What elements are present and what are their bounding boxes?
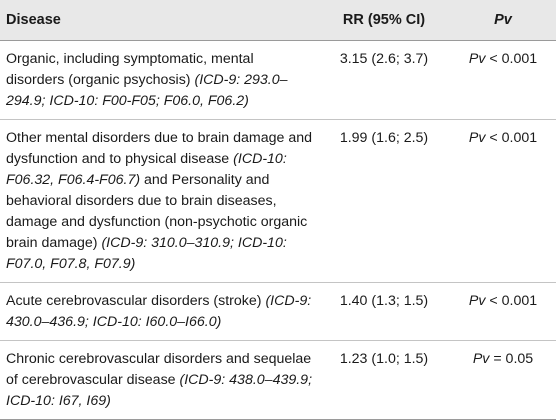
disease-cell: Other mental disorders due to brain dama… (0, 119, 318, 283)
icd-codes: (ICD-9: 430.0–436.9; ICD-10: I60.0–I66.0… (6, 293, 312, 330)
pv-value: < 0.001 (489, 51, 538, 67)
disease-name: Chronic cerebrovascular disorders and se… (6, 351, 312, 388)
table-row: Other mental disorders due to brain dama… (0, 119, 556, 283)
disease-cell: Organic, including symptomatic, mental d… (0, 40, 318, 120)
pv-label: Pv (468, 130, 486, 146)
rr-cell: 1.23 (1.0; 1.5) (318, 340, 450, 420)
table-row: Chronic cerebrovascular disorders and se… (0, 340, 556, 420)
rr-cell: 1.40 (1.3; 1.5) (318, 282, 450, 341)
header-disease: Disease (0, 0, 318, 41)
pv-label: Pv (472, 351, 490, 367)
rr-cell: 3.15 (2.6; 3.7) (318, 40, 450, 120)
pv-label: Pv (468, 293, 486, 309)
icd-codes-continued: (ICD-9: 310.0–310.9; ICD-10: F07.0, F07.… (6, 235, 287, 272)
disease-cell: Chronic cerebrovascular disorders and se… (0, 340, 318, 420)
header-rr: RR (95% CI) (318, 0, 450, 41)
disease-cell: Acute cerebrovascular disorders (stroke)… (0, 282, 318, 341)
icd-codes: (ICD-9: 293.0–294.9; ICD-10: F00-F05; F0… (6, 72, 288, 109)
disease-name: Other mental disorders due to brain dama… (6, 130, 313, 167)
pv-label: Pv (468, 51, 486, 67)
pv-value: < 0.001 (489, 130, 538, 146)
pv-value: = 0.05 (493, 351, 534, 367)
table-header-row: Disease RR (95% CI) Pv (0, 0, 556, 41)
pv-cell: Pv < 0.001 (450, 40, 556, 120)
disease-name: Acute cerebrovascular disorders (stroke) (6, 293, 262, 309)
rr-cell: 1.99 (1.6; 2.5) (318, 119, 450, 283)
table-row: Acute cerebrovascular disorders (stroke)… (0, 282, 556, 341)
table-row: Organic, including symptomatic, mental d… (0, 40, 556, 120)
header-pv: Pv (450, 0, 556, 41)
pv-cell: Pv < 0.001 (450, 119, 556, 283)
pv-cell: Pv < 0.001 (450, 282, 556, 341)
disease-name-continued: and Personality and behavioral disorders… (6, 172, 308, 251)
disease-name: Organic, including symptomatic, mental d… (6, 51, 254, 88)
pv-cell: Pv = 0.05 (450, 340, 556, 420)
icd-codes: (ICD-10: F06.32, F06.4-F06.7) (6, 151, 287, 188)
pv-value: < 0.001 (489, 293, 538, 309)
